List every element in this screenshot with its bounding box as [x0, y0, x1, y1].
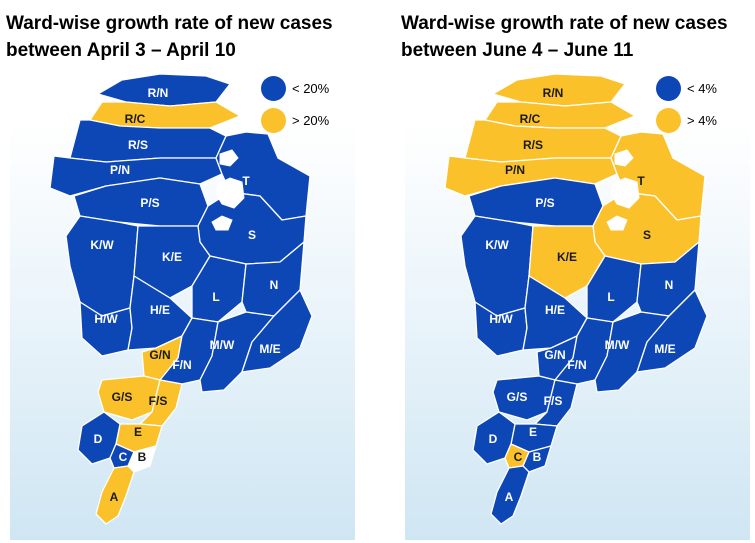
ward-label-g-n: G/N: [149, 348, 170, 362]
ward-label-p-s: P/S: [535, 196, 554, 210]
ward-label-g-n: G/N: [544, 348, 565, 362]
title-line-1: Ward-wise growth rate of new cases: [6, 13, 333, 34]
ward-region-k-w: [65, 215, 139, 317]
ward-label-c: C: [119, 450, 128, 464]
ward-map: R/N R/C R/S P/N P/S T S K/W K/E L N H/W H/E G/N F/N M/W…: [10, 66, 355, 540]
ward-region-p-n: [49, 155, 223, 197]
ward-label-h-e: H/E: [150, 303, 170, 317]
ward-label-e: E: [529, 425, 537, 439]
ward-label-h-w: H/W: [489, 312, 513, 326]
ward-label-e: E: [134, 425, 142, 439]
ward-label-f-s: F/S: [544, 394, 563, 408]
title-line-2: between June 4 – June 11: [401, 40, 634, 61]
ward-label-m-e: M/E: [259, 342, 280, 356]
ward-map-svg: R/NR/C R/S P/N P/S T S K/W K/E L N H/W H/E G/NF/N M/W…: [49, 73, 313, 525]
ward-label-h-e: H/E: [545, 303, 565, 317]
map-title: Ward-wise growth rate of new cases betwe…: [401, 10, 755, 64]
legend-label: < 4%: [687, 81, 717, 96]
lake-shape: [215, 177, 245, 209]
map-legend: < 4% > 4%: [656, 74, 736, 138]
lake-shape: [606, 215, 628, 231]
lake-shape: [211, 215, 233, 231]
legend-item-high: > 20%: [261, 106, 341, 138]
ward-label-r-n: R/N: [148, 86, 169, 100]
ward-label-g-s: G/S: [112, 390, 133, 404]
legend-dot-icon: [261, 108, 286, 133]
ward-region-m-w: [594, 311, 670, 393]
title-line-2: between April 3 – April 10: [6, 40, 236, 61]
ward-region-a: [490, 465, 530, 525]
legend-dot-icon: [656, 76, 681, 101]
ward-region-g-s: [492, 375, 556, 421]
ward-region-g-s: [97, 375, 161, 421]
ward-label-r-s: R/S: [128, 138, 148, 152]
legend-label: > 4%: [687, 113, 717, 128]
legend-item-high: > 4%: [656, 106, 736, 138]
ward-label-b: B: [138, 450, 147, 464]
ward-label-s: S: [643, 228, 651, 242]
legend-dot-icon: [656, 108, 681, 133]
ward-label-k-e: K/E: [162, 250, 182, 264]
ward-label-r-s: R/S: [523, 138, 543, 152]
ward-label-a: A: [110, 490, 119, 504]
ward-label-n: N: [270, 278, 279, 292]
ward-label-c: C: [514, 450, 523, 464]
legend-label: > 20%: [292, 113, 330, 128]
ward-label-g-s: G/S: [507, 390, 528, 404]
ward-region-m-w: [199, 311, 275, 393]
ward-label-l: L: [607, 290, 614, 304]
ward-label-d: D: [94, 432, 103, 446]
legend-label: < 20%: [292, 81, 330, 96]
ward-region-m-e: [636, 289, 708, 373]
ward-label-b: B: [533, 450, 542, 464]
ward-label-s: S: [248, 228, 256, 242]
legend-dot-icon: [261, 76, 286, 101]
ward-label-l: L: [212, 290, 219, 304]
ward-region-m-e: [241, 289, 313, 373]
lake-shape: [614, 149, 634, 167]
ward-region-p-n: [444, 155, 618, 197]
ward-label-t: T: [637, 174, 645, 188]
ward-label-h-w: H/W: [94, 312, 118, 326]
map-panel-april: Ward-wise growth rate of new cases betwe…: [6, 0, 358, 543]
ward-region-k-w: [460, 215, 534, 317]
ward-label-f-s: F/S: [149, 394, 168, 408]
map-legend: < 20% > 20%: [261, 74, 341, 138]
legend-item-low: < 20%: [261, 74, 341, 106]
ward-label-f-n: F/N: [172, 358, 191, 372]
legend-item-low: < 4%: [656, 74, 736, 106]
lake-shape: [219, 149, 239, 167]
map-title: Ward-wise growth rate of new cases betwe…: [6, 10, 366, 64]
ward-region-a: [95, 465, 135, 525]
ward-label-m-w: M/W: [210, 338, 235, 352]
ward-label-r-n: R/N: [543, 86, 564, 100]
ward-label-d: D: [489, 432, 498, 446]
ward-label-m-w: M/W: [605, 338, 630, 352]
ward-label-k-w: K/W: [90, 238, 114, 252]
map-panel-june: Ward-wise growth rate of new cases betwe…: [401, 0, 753, 543]
ward-label-k-w: K/W: [485, 238, 509, 252]
ward-label-r-c: R/C: [125, 112, 146, 126]
ward-label-t: T: [242, 174, 250, 188]
ward-label-n: N: [665, 278, 674, 292]
ward-label-p-n: P/N: [110, 163, 130, 177]
ward-map: R/N R/C R/S P/N P/S T S K/W K/E L N H/W H/E G/N F/N M/W…: [405, 66, 750, 540]
ward-label-r-c: R/C: [520, 112, 541, 126]
ward-label-a: A: [505, 490, 514, 504]
ward-label-m-e: M/E: [654, 342, 675, 356]
lake-shape: [610, 177, 640, 209]
title-line-1: Ward-wise growth rate of new cases: [401, 13, 728, 34]
ward-label-p-s: P/S: [140, 196, 159, 210]
ward-label-p-n: P/N: [505, 163, 525, 177]
ward-map-svg: R/NR/C R/S P/N P/S T S K/W K/E L N H/W H/E G/NF/N M/W…: [444, 73, 708, 525]
ward-label-f-n: F/N: [567, 358, 586, 372]
ward-label-k-e: K/E: [557, 250, 577, 264]
